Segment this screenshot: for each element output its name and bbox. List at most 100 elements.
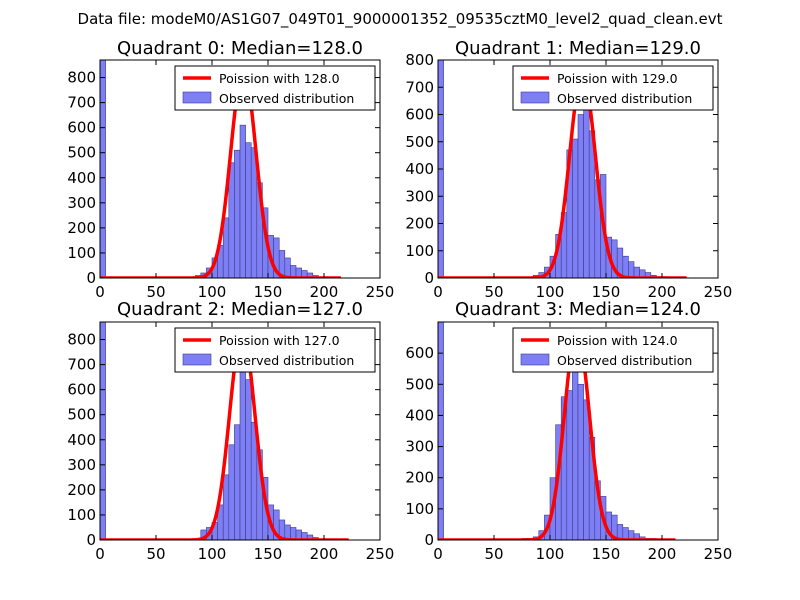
quadrant-3-xtick-label-1: 50 bbox=[484, 545, 503, 563]
quadrant-2-ytick-label-7: 700 bbox=[67, 356, 96, 374]
quadrant-0-xtick-label-1: 50 bbox=[146, 283, 165, 301]
quadrant-2-ytick-label-3: 300 bbox=[67, 456, 96, 474]
quadrant-1-legend-bar-label: Observed distribution bbox=[557, 91, 692, 106]
quadrant-2-panel: Quadrant 2: Median=127.0 0 50 100 150 200 250… bbox=[67, 299, 394, 563]
quadrant-1-bar-34 bbox=[628, 261, 635, 278]
quadrant-1-ytick-label-8: 800 bbox=[405, 51, 434, 69]
quadrant-0-ytick-label-4: 400 bbox=[67, 169, 96, 187]
quadrant-1-title: Quadrant 1: Median=129.0 bbox=[455, 38, 701, 59]
quadrant-0-ytick-label-8: 800 bbox=[67, 69, 96, 87]
quadrant-1-ytick-label-7: 700 bbox=[405, 78, 434, 96]
quadrant-3-ytick-label-6: 600 bbox=[405, 344, 434, 362]
quadrant-0-xtick-label-4: 200 bbox=[310, 283, 339, 301]
quadrant-3-axes-frame bbox=[437, 321, 719, 541]
quadrant-1-ytick-label-1: 100 bbox=[405, 242, 434, 260]
quadrant-1-legend: Poission with 129.0 Observed distribution bbox=[512, 65, 714, 111]
quadrant-3-legend-bar-label: Observed distribution bbox=[557, 353, 692, 368]
quadrant-0-ytick-label-1: 100 bbox=[67, 244, 96, 262]
quadrant-0-xtick-label-0: 0 bbox=[95, 283, 105, 301]
quadrant-3-xtick-label-4: 200 bbox=[648, 545, 677, 563]
quadrant-0-bar-22 bbox=[222, 217, 230, 278]
quadrant-1-bar-33 bbox=[622, 255, 629, 278]
quadrant-2-axes-frame bbox=[99, 321, 381, 541]
quadrant-2-bar-26 bbox=[245, 379, 252, 540]
quadrant-3-bar-23 bbox=[566, 390, 573, 540]
quadrant-1-ytick-label-2: 200 bbox=[405, 215, 434, 233]
quadrant-0-ytick-label-7: 700 bbox=[67, 94, 96, 112]
quadrant-1-ytick-label-4: 400 bbox=[405, 160, 434, 178]
quadrant-2-ytick-label-4: 400 bbox=[67, 431, 96, 449]
quadrant-1-xtick-label-4: 200 bbox=[648, 283, 677, 301]
quadrant-1-bar-25 bbox=[577, 114, 584, 278]
quadrant-3-ytick-label-3: 300 bbox=[405, 438, 434, 456]
quadrant-3-title: Quadrant 3: Median=124.0 bbox=[455, 299, 701, 320]
quadrant-2-xtick-label-0: 0 bbox=[95, 545, 105, 563]
quadrant-2-xtick-label-3: 150 bbox=[254, 545, 283, 563]
quadrant-1-legend-bar-swatch bbox=[520, 91, 550, 104]
quadrant-1-bar-24 bbox=[572, 138, 579, 278]
quadrant-2-ytick-label-5: 500 bbox=[67, 406, 96, 424]
quadrant-2-plot-area bbox=[100, 322, 350, 540]
quadrant-2-bar-0 bbox=[100, 322, 106, 540]
quadrant-0-ytick-label-5: 500 bbox=[67, 144, 96, 162]
quadrant-2-xtick-label-4: 200 bbox=[310, 545, 339, 563]
quadrant-2-legend-line-label: Poission with 127.0 bbox=[219, 333, 340, 348]
figure-title: Data file: modeM0/AS1G07_049T01_90000013… bbox=[78, 10, 723, 29]
quadrant-3-xtick-label-3: 150 bbox=[592, 545, 621, 563]
quadrant-2-ytick-label-0: 0 bbox=[86, 531, 96, 549]
quadrant-1-poisson-line bbox=[438, 71, 688, 278]
quadrant-0-ytick-label-3: 300 bbox=[67, 194, 96, 212]
quadrant-3-plot-area bbox=[438, 322, 677, 540]
quadrant-1-xtick-label-1: 50 bbox=[484, 283, 503, 301]
quadrant-1-ytick-label-6: 600 bbox=[405, 106, 434, 124]
quadrant-3-bar-0 bbox=[438, 322, 444, 540]
quadrant-2-xtick-label-1: 50 bbox=[146, 545, 165, 563]
quadrant-2-title: Quadrant 2: Median=127.0 bbox=[117, 299, 363, 320]
quadrant-1-ytick-label-0: 0 bbox=[424, 269, 434, 287]
quadrant-2-xtick-label-5: 250 bbox=[366, 545, 395, 563]
quadrant-3-legend: Poission with 124.0 Observed distribution bbox=[512, 327, 714, 373]
quadrant-1-panel: Quadrant 1: Median=129.0 0 50 100 150 200 250… bbox=[405, 38, 732, 301]
quadrant-0-title: Quadrant 0: Median=128.0 bbox=[117, 38, 363, 59]
quadrant-1-xtick-label-5: 250 bbox=[704, 283, 733, 301]
quadrant-2-ytick-label-6: 600 bbox=[67, 381, 96, 399]
quadrant-3-ytick-label-5: 500 bbox=[405, 375, 434, 393]
quadrant-0-bar-26 bbox=[245, 142, 252, 278]
quadrant-0-ytick-label-2: 200 bbox=[67, 219, 96, 237]
quadrant-1-xtick-label-3: 150 bbox=[592, 283, 621, 301]
quadrant-2-ytick-label-2: 200 bbox=[67, 481, 96, 499]
quadrant-1-bar-26 bbox=[583, 108, 590, 278]
quadrant-3-legend-bar-swatch bbox=[520, 353, 550, 366]
quadrant-3-legend-line-label: Poission with 124.0 bbox=[557, 333, 678, 348]
quadrant-3-xtick-label-2: 100 bbox=[536, 545, 565, 563]
quadrant-2-poisson-line bbox=[100, 330, 350, 540]
quadrant-3-xtick-label-5: 250 bbox=[704, 545, 733, 563]
quadrant-3-ytick-label-4: 400 bbox=[405, 406, 434, 424]
quadrant-3-ytick-label-1: 100 bbox=[405, 500, 434, 518]
quadrant-1-xtick-label-0: 0 bbox=[433, 283, 443, 301]
quadrant-0-axes-frame bbox=[99, 59, 381, 279]
quadrant-0-xtick-label-5: 250 bbox=[366, 283, 395, 301]
quadrant-2-ytick-label-8: 800 bbox=[67, 331, 96, 349]
quadrant-0-ytick-label-0: 0 bbox=[86, 269, 96, 287]
quadrant-2-ytick-label-1: 100 bbox=[67, 506, 96, 524]
quadrant-3-panel: Quadrant 3: Median=124.0 0 50 100 150 200 250… bbox=[405, 299, 732, 563]
quadrant-0-xtick-label-2: 100 bbox=[198, 283, 227, 301]
quadrant-3-ytick-label-0: 0 bbox=[424, 531, 434, 549]
quadrant-2-bar-23 bbox=[228, 444, 235, 540]
quadrant-1-ytick-label-3: 300 bbox=[405, 187, 434, 205]
quadrant-0-legend-bar-label: Observed distribution bbox=[219, 91, 354, 106]
quadrant-2-bar-34 bbox=[290, 527, 297, 540]
quadrant-3-poisson-line bbox=[438, 329, 677, 540]
quadrant-2-xtick-label-2: 100 bbox=[198, 545, 227, 563]
quadrant-0-legend-line-label: Poission with 128.0 bbox=[219, 71, 340, 86]
quadrant-1-ytick-label-5: 500 bbox=[405, 133, 434, 151]
quadrant-0-ytick-label-6: 600 bbox=[67, 119, 96, 137]
quadrant-0-bar-23 bbox=[228, 162, 235, 278]
quadrant-3-xtick-label-0: 0 bbox=[433, 545, 443, 563]
quadrant-0-legend-bar-swatch bbox=[182, 91, 212, 104]
quadrant-0-bar-33 bbox=[284, 257, 291, 278]
quadrant-3-ytick-label-2: 200 bbox=[405, 469, 434, 487]
quadrant-1-legend-line-label: Poission with 129.0 bbox=[557, 71, 678, 86]
